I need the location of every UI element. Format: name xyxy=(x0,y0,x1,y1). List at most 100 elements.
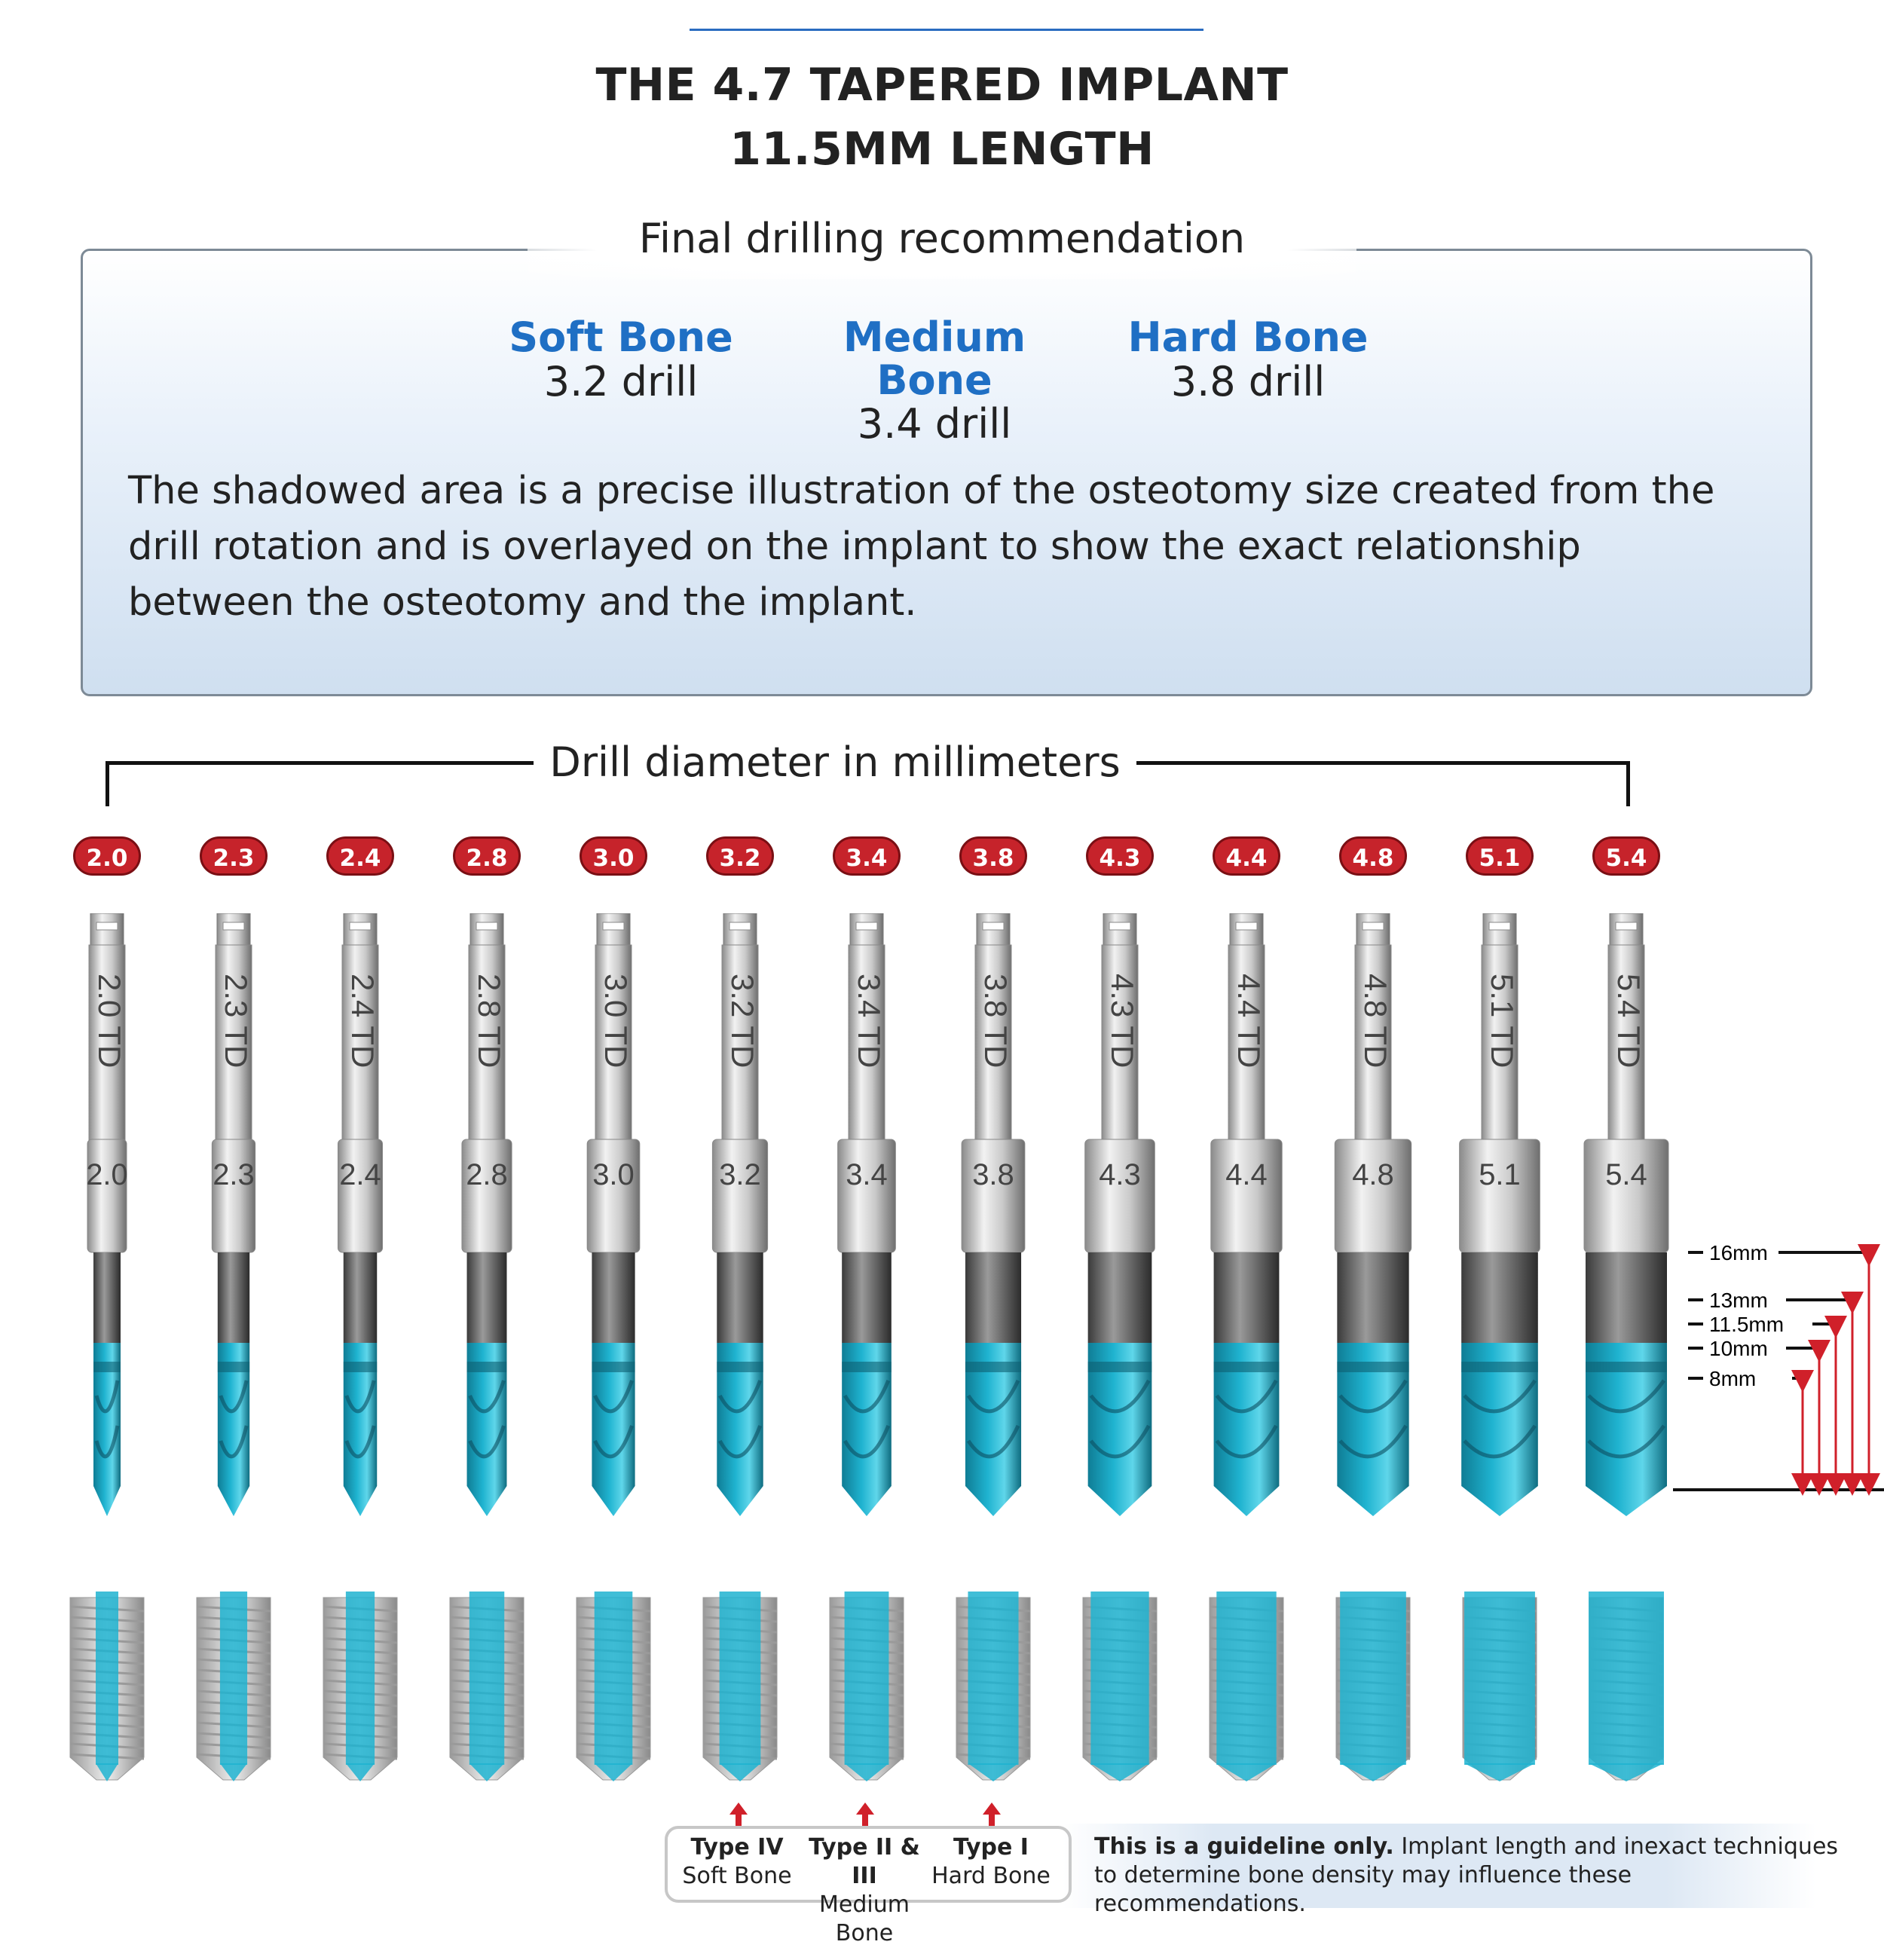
drill-collar-label: 5.1 xyxy=(1479,1158,1521,1191)
drill-collar-label: 4.8 xyxy=(1352,1158,1394,1191)
drill-bit: 5.4 TD 5.4 xyxy=(1583,913,1669,1516)
guideline-note: This is a guideline only. Implant length… xyxy=(1094,1833,1848,1919)
bone-type-ii-iii: Type II & III Medium Bone xyxy=(797,1833,932,1948)
length-mark-label: 10mm xyxy=(1709,1337,1768,1360)
implant-osteotomy-overlay xyxy=(449,1592,525,1781)
bone-type-i: Type I Hard Bone xyxy=(923,1833,1059,1891)
drill-length-scale: 16mm 13mm 11.5mm 10mm 8mm xyxy=(1673,1241,1884,1496)
implant-osteotomy-overlay xyxy=(1335,1592,1411,1781)
bracket-right xyxy=(1136,761,1630,806)
implant-osteotomy-overlay xyxy=(1209,1592,1284,1781)
drill-collar-label: 3.0 xyxy=(592,1158,635,1191)
drill-bit: 4.3 TD 4.3 xyxy=(1084,913,1155,1516)
drill-collar-label: 2.8 xyxy=(466,1158,508,1191)
drill-bit: 3.0 TD 3.0 xyxy=(586,913,641,1516)
page-title-line-2: 11.5MM LENGTH xyxy=(729,123,1155,176)
drill-bit: 3.4 TD 3.4 xyxy=(837,913,896,1516)
bone-type-name: Type I xyxy=(953,1834,1029,1861)
drill-collar-label: 5.4 xyxy=(1605,1158,1647,1191)
drill-shank-label: 5.4 TD xyxy=(1611,974,1647,1068)
drill-shank-label: 4.4 TD xyxy=(1231,974,1267,1068)
drill-shank-label: 2.0 TD xyxy=(92,974,127,1068)
arrow-up-icon xyxy=(983,1803,1001,1827)
drill-size-badge: 3.0 xyxy=(580,836,647,876)
implant-osteotomy-overlay xyxy=(576,1592,651,1781)
bone-name: Medium Bone xyxy=(843,313,1026,404)
drill-bit: 2.3 TD 2.3 xyxy=(211,913,256,1516)
bone-type-iv: Type IV Soft Bone xyxy=(669,1833,805,1891)
drill-bit: 3.8 TD 3.8 xyxy=(961,913,1026,1516)
drill-bit: 5.1 TD 5.1 xyxy=(1459,913,1540,1516)
length-mark-label: 16mm xyxy=(1709,1241,1768,1264)
guideline-backdrop xyxy=(1063,1824,1816,1908)
drill-size-badge: 4.3 xyxy=(1086,836,1154,876)
implant-osteotomy-overlay xyxy=(196,1592,271,1781)
guideline-text: Implant length and inexact techniques to… xyxy=(1094,1833,1839,1917)
guideline-bold: This is a guideline only. xyxy=(1094,1833,1394,1860)
soft-bone-recommendation: Soft Bone 3.2 drill xyxy=(478,316,764,404)
implant-osteotomy-overlay xyxy=(1082,1592,1158,1781)
drill-shank-label: 4.3 TD xyxy=(1105,974,1140,1068)
osteotomy-description: The shadowed area is a precise illustrat… xyxy=(128,469,1715,625)
drill-bit: 3.2 TD 3.2 xyxy=(711,913,769,1516)
length-mark-label: 13mm xyxy=(1709,1289,1768,1312)
drill-bit: 2.8 TD 2.8 xyxy=(461,913,512,1516)
drill-shank-label: 5.1 TD xyxy=(1485,974,1520,1068)
drill-size-badge: 2.8 xyxy=(453,836,521,876)
drill-size-badge: 2.4 xyxy=(326,836,394,876)
drill-size-badge: 2.0 xyxy=(73,836,141,876)
drill-shank-label: 4.8 TD xyxy=(1358,974,1393,1068)
recommendation-panel xyxy=(81,249,1812,696)
drill-collar-label: 3.2 xyxy=(719,1158,761,1191)
implant-osteotomy-overlay xyxy=(956,1592,1031,1781)
implant-osteotomy-overlay xyxy=(1462,1592,1537,1781)
drill-bit: 4.8 TD 4.8 xyxy=(1334,913,1412,1516)
drill-collar-label: 4.3 xyxy=(1099,1158,1141,1191)
drill-size-badge: 4.4 xyxy=(1213,836,1280,876)
drill-collar-label: 3.4 xyxy=(846,1158,888,1191)
hard-bone-recommendation: Hard Bone 3.8 drill xyxy=(1105,316,1391,404)
length-mark-label: 8mm xyxy=(1709,1367,1756,1390)
bone-type-density: Soft Bone xyxy=(682,1863,792,1889)
bone-types-box xyxy=(665,1826,1072,1903)
bone-drill: 3.8 drill xyxy=(1170,357,1326,405)
drill-shank-label: 2.8 TD xyxy=(472,974,507,1068)
bone-type-name: Type IV xyxy=(690,1834,784,1861)
drill-collar-label: 2.3 xyxy=(213,1158,255,1191)
drill-bit: 2.4 TD 2.4 xyxy=(337,913,384,1516)
drill-size-badge: 5.4 xyxy=(1592,836,1660,876)
bone-drill: 3.4 drill xyxy=(857,400,1012,448)
drill-bit: 4.4 TD 4.4 xyxy=(1210,913,1283,1516)
drill-collar-label: 3.8 xyxy=(972,1158,1014,1191)
bone-name: Hard Bone xyxy=(1127,313,1369,361)
implant-osteotomy-overlay xyxy=(323,1592,398,1781)
implant-osteotomy-overlay xyxy=(829,1592,904,1781)
drill-size-badge: 2.3 xyxy=(200,836,268,876)
top-divider xyxy=(690,29,1203,31)
bone-name: Soft Bone xyxy=(509,313,733,361)
drill-size-badge: 5.1 xyxy=(1466,836,1534,876)
arrow-up-icon xyxy=(729,1803,748,1827)
drill-shank-label: 2.4 TD xyxy=(345,974,381,1068)
bone-type-name: Type II & III xyxy=(809,1834,920,1889)
drill-diameter-label: Drill diameter in millimeters xyxy=(549,738,1121,786)
bone-type-density: Hard Bone xyxy=(931,1863,1051,1889)
drill-shank-label: 3.2 TD xyxy=(725,974,760,1068)
drill-collar-label: 4.4 xyxy=(1225,1158,1268,1191)
arrow-up-icon xyxy=(856,1803,874,1827)
drill-collar-label: 2.4 xyxy=(339,1158,381,1191)
recommendation-heading: Final drilling recommendation xyxy=(638,215,1246,262)
drill-shank-label: 3.8 TD xyxy=(978,974,1014,1068)
recommendation-heading-backdrop xyxy=(528,211,1356,279)
drill-size-badge: 4.8 xyxy=(1339,836,1407,876)
length-mark-label: 11.5mm xyxy=(1709,1313,1784,1336)
drill-shank-label: 3.0 TD xyxy=(598,974,634,1068)
drill-size-badge: 3.4 xyxy=(833,836,901,876)
drill-bit: 2.0 TD 2.0 xyxy=(86,913,128,1516)
drill-collar-label: 2.0 xyxy=(86,1158,128,1191)
implant-osteotomy-overlay xyxy=(69,1592,145,1781)
drill-shank-label: 3.4 TD xyxy=(852,974,887,1068)
drill-shank-label: 2.3 TD xyxy=(219,974,254,1068)
implant-osteotomy-overlay xyxy=(702,1592,778,1781)
medium-bone-recommendation: Medium Bone 3.4 drill xyxy=(791,316,1078,447)
